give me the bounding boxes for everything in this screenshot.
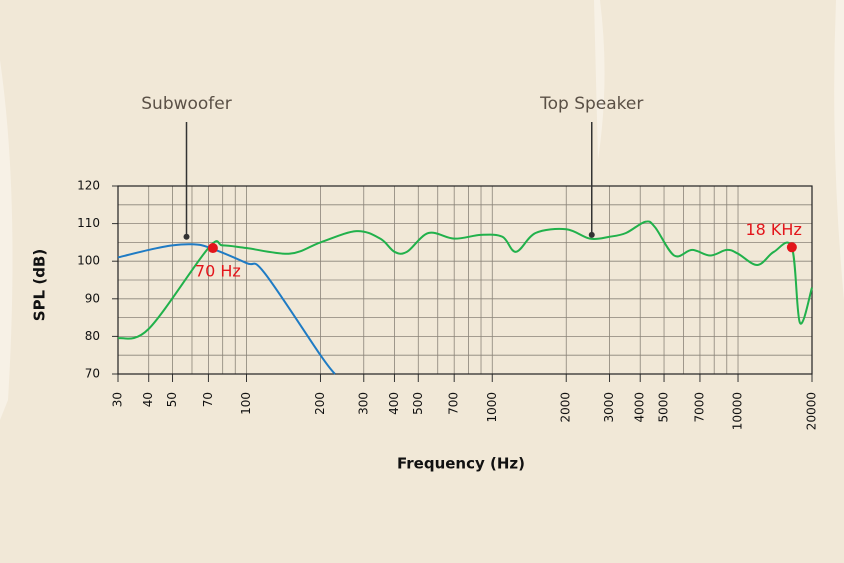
x-tick-label: 40 xyxy=(141,392,155,407)
plot-frame xyxy=(117,185,813,375)
annotation-point xyxy=(183,233,190,240)
annotation: Subwoofer xyxy=(141,94,232,114)
highlight-point xyxy=(207,243,218,254)
x-tick-label: 400 xyxy=(387,392,401,415)
y-axis-label: SPL (dB) xyxy=(31,249,49,321)
x-tick-label: 20000 xyxy=(805,392,819,430)
x-tick-label: 300 xyxy=(356,392,370,415)
y-tick-label: 80 xyxy=(85,329,100,343)
x-tick-label: 30 xyxy=(111,392,125,407)
point-label: 18 KHz xyxy=(745,220,801,239)
y-tick-label: 70 xyxy=(85,367,100,381)
x-tick-label: 50 xyxy=(165,392,179,407)
point-label: 70 Hz xyxy=(195,262,241,281)
x-tick-label: 70 xyxy=(201,392,215,407)
x-tick-label: 200 xyxy=(313,392,327,415)
annotation: Top Speaker xyxy=(539,94,643,114)
y-tick-label: 120 xyxy=(77,179,100,193)
x-tick-label: 500 xyxy=(411,392,425,415)
y-tick-label: 100 xyxy=(77,254,100,268)
x-axis-label: Frequency (Hz) xyxy=(397,455,525,473)
y-tick-label: 90 xyxy=(85,291,100,305)
annotation-point xyxy=(588,231,595,238)
x-tick-label: 7000 xyxy=(692,392,706,423)
x-tick-label: 700 xyxy=(447,392,461,415)
x-tick-label: 10000 xyxy=(731,392,745,430)
highlight-point xyxy=(786,242,797,253)
x-tick-label: 2000 xyxy=(559,392,573,423)
x-tick-label: 1000 xyxy=(485,392,499,423)
x-tick-label: 4000 xyxy=(633,392,647,423)
x-tick-label: 100 xyxy=(239,392,253,415)
x-tick-label: 5000 xyxy=(657,392,671,423)
y-tick-label: 110 xyxy=(77,216,100,230)
x-tick-label: 3000 xyxy=(602,392,616,423)
series-line xyxy=(117,220,813,340)
